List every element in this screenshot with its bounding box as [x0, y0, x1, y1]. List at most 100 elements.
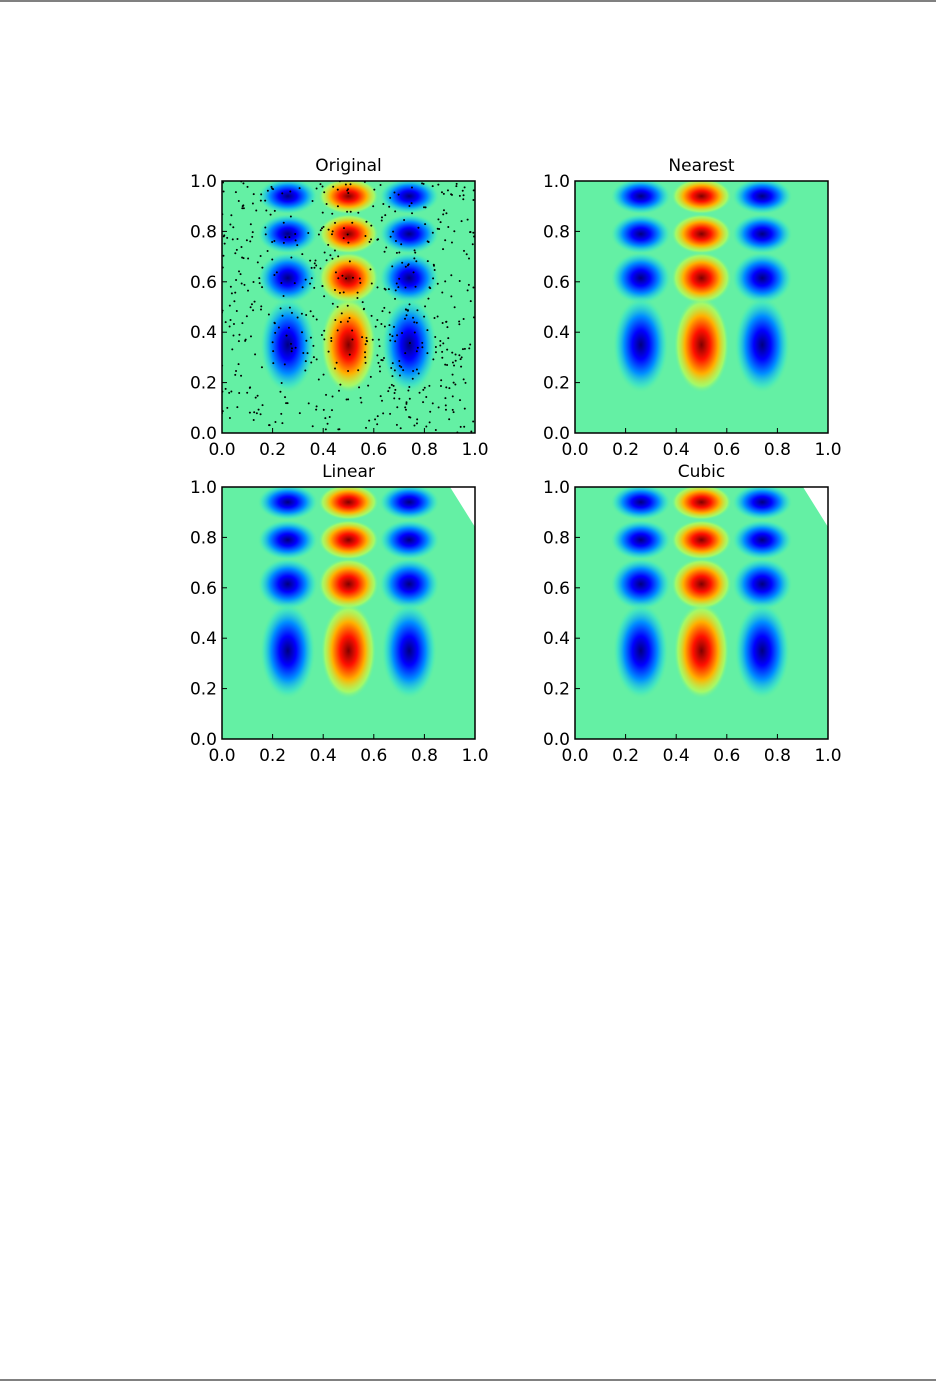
x-tick-label: 1.0	[461, 440, 488, 460]
sample-point	[369, 268, 372, 271]
sample-point	[441, 356, 444, 359]
y-tick-label: 1.0	[543, 172, 570, 192]
sample-point	[451, 351, 454, 354]
sample-point	[357, 211, 360, 214]
sample-point	[436, 227, 439, 230]
image	[222, 181, 475, 433]
x-tick-label: 1.0	[461, 746, 488, 766]
sample-point	[464, 381, 467, 384]
sample-point	[349, 210, 352, 213]
sample-point	[342, 291, 345, 294]
sample-point	[334, 221, 337, 224]
sample-point	[469, 343, 472, 346]
sample-point	[359, 396, 362, 399]
sample-point	[394, 210, 397, 213]
sample-point	[396, 406, 399, 409]
sample-point	[260, 193, 263, 196]
sample-point	[382, 202, 385, 205]
sample-point	[454, 383, 457, 386]
sample-point	[461, 189, 464, 192]
sample-point	[467, 283, 470, 286]
sample-point	[387, 390, 390, 393]
sample-point	[398, 397, 401, 400]
sample-point	[322, 225, 325, 228]
sample-point	[439, 344, 442, 347]
sample-point	[322, 408, 325, 411]
sample-point	[365, 426, 368, 429]
sample-point	[399, 427, 402, 430]
sample-point	[434, 345, 437, 348]
sample-point	[381, 310, 384, 313]
sample-point	[287, 326, 290, 329]
sample-point	[413, 257, 416, 260]
sample-point	[331, 302, 334, 305]
sample-point	[452, 411, 455, 414]
y-tick-label: 0.4	[543, 629, 570, 649]
sample-point	[255, 412, 258, 415]
sample-point	[407, 263, 410, 266]
sample-point	[245, 239, 248, 242]
sample-point	[450, 241, 453, 244]
sample-point	[423, 206, 426, 209]
sample-point	[236, 406, 239, 409]
sample-point	[346, 233, 349, 236]
sample-point	[309, 336, 312, 339]
sample-point	[230, 390, 233, 393]
sample-point	[415, 368, 418, 371]
sample-point	[319, 229, 322, 232]
sample-point	[270, 185, 273, 188]
sample-point	[351, 329, 354, 332]
field-blob	[318, 251, 379, 305]
sample-point	[377, 238, 380, 241]
sample-point	[309, 259, 312, 262]
sample-point	[368, 240, 371, 243]
sample-point	[453, 230, 456, 233]
sample-point	[408, 303, 411, 306]
sample-point	[313, 262, 316, 265]
sample-point	[413, 424, 416, 427]
field-blob	[257, 251, 319, 305]
sample-point	[441, 321, 444, 324]
sample-point	[228, 325, 231, 328]
sample-point	[413, 321, 416, 324]
sample-point	[450, 295, 453, 298]
sample-point	[300, 312, 303, 315]
field-blob	[257, 181, 319, 215]
sample-point	[335, 361, 338, 364]
sample-point	[458, 194, 461, 197]
sample-point	[455, 182, 458, 185]
sample-point	[445, 320, 448, 323]
sample-point	[331, 257, 334, 260]
sample-point	[309, 310, 312, 313]
sample-point	[280, 382, 283, 385]
sample-point	[444, 408, 447, 411]
sample-point	[248, 386, 251, 389]
sample-point	[330, 233, 333, 236]
sample-point	[280, 282, 283, 285]
sample-point	[264, 199, 267, 202]
sample-point	[462, 194, 465, 197]
sample-point	[408, 386, 411, 389]
sample-point	[327, 243, 330, 246]
sample-point	[281, 314, 284, 317]
sample-point	[422, 401, 425, 404]
sample-point	[447, 225, 450, 228]
sample-point	[446, 326, 449, 329]
sample-point	[445, 212, 448, 215]
sample-point	[247, 289, 250, 292]
sample-point	[294, 233, 297, 236]
field-blob	[610, 181, 672, 215]
sample-point	[415, 350, 418, 353]
sample-point	[472, 286, 475, 289]
y-tick-label: 0.6	[190, 273, 217, 293]
field-blob	[671, 557, 732, 611]
axes-frame	[221, 180, 476, 434]
sample-point	[330, 340, 333, 343]
sample-point	[273, 240, 276, 243]
sample-point	[380, 399, 383, 402]
sample-point	[370, 282, 373, 285]
sample-point	[437, 406, 440, 409]
sample-point	[466, 218, 469, 221]
sample-point	[444, 239, 447, 242]
sample-point	[446, 363, 449, 366]
